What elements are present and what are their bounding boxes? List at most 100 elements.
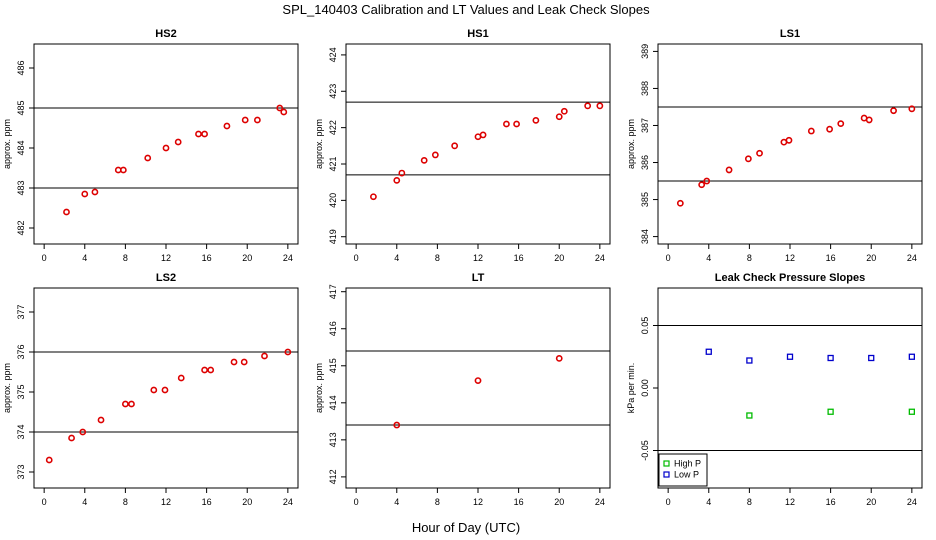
y-tick-label: 422	[328, 120, 338, 135]
legend-label: High P	[674, 459, 701, 469]
data-point	[161, 386, 169, 394]
y-tick-label: 374	[16, 424, 26, 439]
x-tick-label: 16	[514, 253, 524, 263]
data-point	[97, 416, 105, 424]
data-point	[162, 144, 170, 152]
y-tick-label: 0.05	[640, 317, 650, 335]
x-tick-label: 24	[283, 497, 293, 507]
data-point	[128, 400, 135, 408]
data-point	[837, 120, 845, 128]
data-point	[474, 377, 482, 384]
data-point	[676, 199, 684, 207]
y-tick-label: 373	[16, 464, 26, 479]
panel-hs2: HS2 approx. ppm 0 4 8 12 16 20 24 482 483 484 485 486	[2, 28, 299, 263]
data-point	[596, 102, 604, 110]
y-tick-label: 482	[16, 220, 26, 235]
x-tick-label: 12	[161, 497, 171, 507]
plot-frame	[657, 43, 923, 245]
data-point	[744, 155, 752, 163]
y-tick-label: 486	[16, 60, 26, 75]
y-tick-label: 385	[640, 192, 650, 207]
panel-ls1: LS1 approx. ppm 0 4 8 12 16 20 24 384 385 386 387 388…	[626, 28, 923, 263]
y-axis-label: approx. ppm	[314, 119, 324, 169]
data-point	[555, 113, 563, 121]
data-point	[503, 120, 510, 128]
y-tick-label: 484	[16, 140, 26, 155]
legend-box	[658, 453, 708, 487]
y-tick-label: 384	[640, 229, 650, 244]
y-axis-label: approx. ppm	[626, 119, 636, 169]
data-point	[532, 116, 540, 124]
data-point	[370, 193, 377, 201]
x-tick-label: 8	[747, 497, 752, 507]
data-point	[908, 105, 916, 113]
data-point	[81, 190, 89, 198]
y-tick-label: 375	[16, 384, 26, 399]
x-tick-label: 0	[354, 253, 359, 263]
x-tick-label: 0	[354, 497, 359, 507]
x-tick-label: 24	[595, 253, 605, 263]
x-tick-label: 24	[907, 253, 917, 263]
data-point	[91, 188, 99, 196]
x-tick-label: 20	[866, 253, 876, 263]
data-point	[398, 169, 406, 177]
x-tick-label: 20	[242, 497, 252, 507]
x-tick-label: 20	[242, 253, 252, 263]
data-point	[144, 154, 152, 162]
x-tick-label: 8	[435, 497, 440, 507]
data-point	[207, 366, 215, 374]
plot-frame	[33, 43, 299, 245]
x-tick-label: 8	[123, 253, 128, 263]
data-point	[703, 177, 711, 185]
panel-title: Leak Check Pressure Slopes	[715, 272, 865, 284]
data-point	[79, 428, 87, 436]
data-point	[150, 386, 158, 394]
x-tick-label: 0	[42, 497, 47, 507]
y-axis-label: kPa per min.	[626, 363, 636, 414]
y-tick-label: 485	[16, 100, 26, 115]
panel-title: LT	[472, 272, 485, 284]
legend-label: Low P	[674, 470, 699, 480]
figure-xlabel: Hour of Day (UTC)	[412, 520, 520, 535]
y-tick-label: 389	[640, 44, 650, 59]
data-point	[280, 108, 288, 116]
y-tick-label: 386	[640, 155, 650, 170]
data-point	[865, 116, 873, 124]
x-tick-label: 4	[394, 253, 399, 263]
y-axis-label: approx. ppm	[2, 363, 12, 413]
x-tick-label: 24	[595, 497, 605, 507]
data-point	[584, 102, 592, 110]
y-tick-label: 0.00	[640, 379, 650, 397]
x-tick-label: 12	[785, 253, 795, 263]
data-point	[890, 107, 897, 115]
data-point	[725, 166, 733, 174]
x-tick-label: 12	[785, 497, 795, 507]
y-axis-label: approx. ppm	[2, 119, 12, 169]
legend-marker	[663, 460, 670, 467]
panel-title: HS1	[467, 28, 488, 40]
data-point	[223, 122, 231, 130]
data-point	[479, 131, 487, 139]
data-point	[119, 166, 127, 174]
x-tick-label: 16	[826, 497, 836, 507]
data-point	[908, 408, 915, 415]
data-point	[746, 357, 753, 364]
y-tick-label: 376	[16, 344, 26, 359]
legend-marker	[663, 471, 670, 478]
panel-title: LS1	[780, 28, 800, 40]
x-tick-label: 20	[866, 497, 876, 507]
y-tick-label: 412	[328, 469, 338, 484]
data-point	[284, 348, 292, 356]
y-tick-label: 417	[328, 284, 338, 299]
y-tick-label: 377	[16, 304, 26, 319]
data-point	[241, 116, 249, 124]
x-tick-label: 16	[514, 497, 524, 507]
data-point	[513, 120, 520, 128]
panel-title: HS2	[155, 28, 176, 40]
data-point	[746, 412, 753, 419]
x-tick-label: 20	[554, 497, 564, 507]
data-point	[698, 181, 706, 189]
y-tick-label: 423	[328, 84, 338, 99]
